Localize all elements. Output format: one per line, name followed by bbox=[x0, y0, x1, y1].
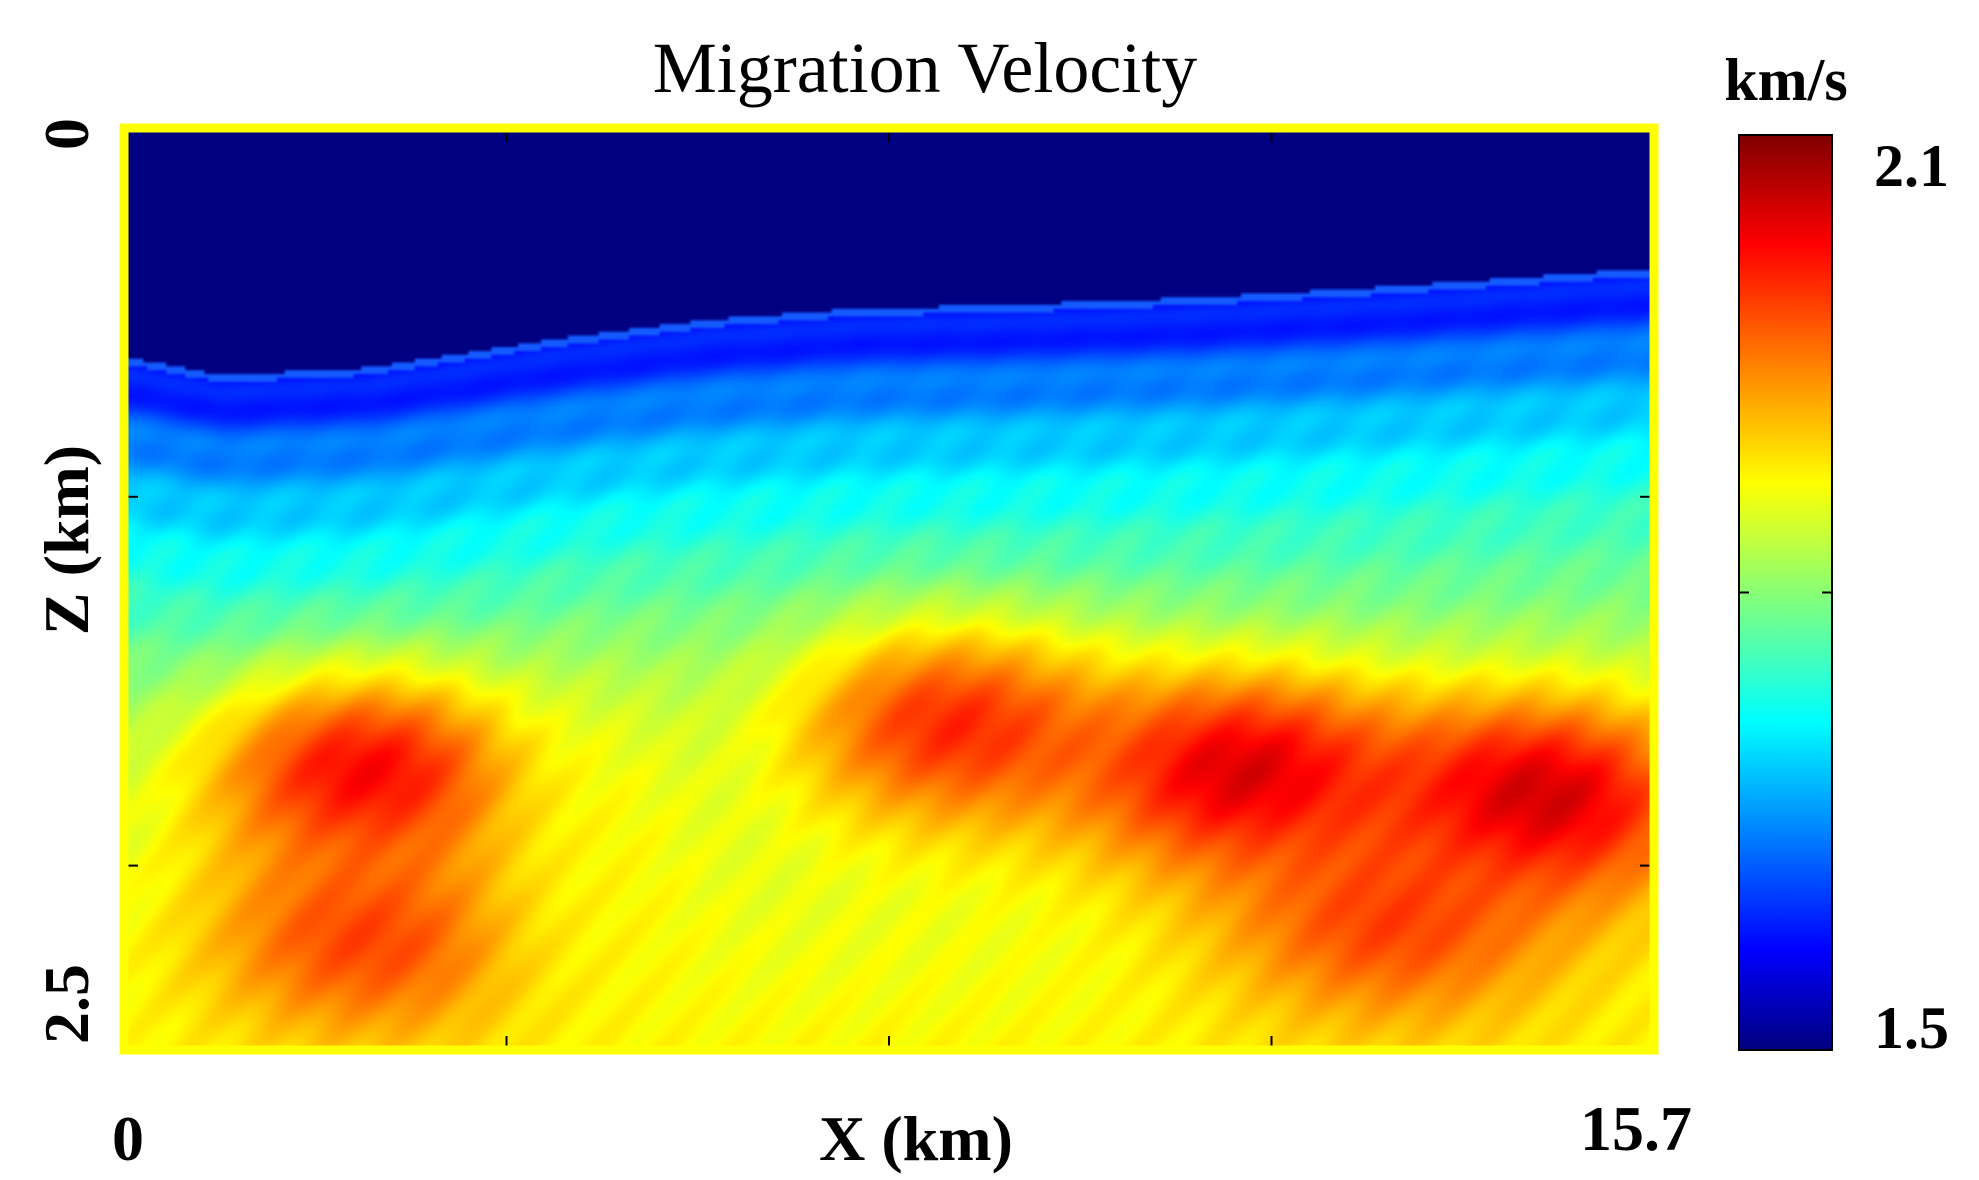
chart-title: Migration Velocity bbox=[653, 28, 1198, 108]
y-tick-label-bottom: 2.5 bbox=[31, 964, 102, 1044]
x-tick-label-start: 0 bbox=[112, 1103, 144, 1174]
y-tick-label-top: 0 bbox=[31, 118, 102, 150]
x-axis-label: X (km) bbox=[819, 1103, 1013, 1174]
velocity-heatmap bbox=[124, 128, 1654, 1050]
colorbar-unit-label: km/s bbox=[1724, 47, 1847, 113]
x-tick-label-end: 15.7 bbox=[1580, 1093, 1692, 1164]
colorbar bbox=[1739, 135, 1832, 1050]
colorbar-max-label: 2.1 bbox=[1874, 133, 1949, 199]
colorbar-min-label: 1.5 bbox=[1874, 995, 1949, 1061]
y-axis-label: Z (km) bbox=[31, 445, 102, 635]
